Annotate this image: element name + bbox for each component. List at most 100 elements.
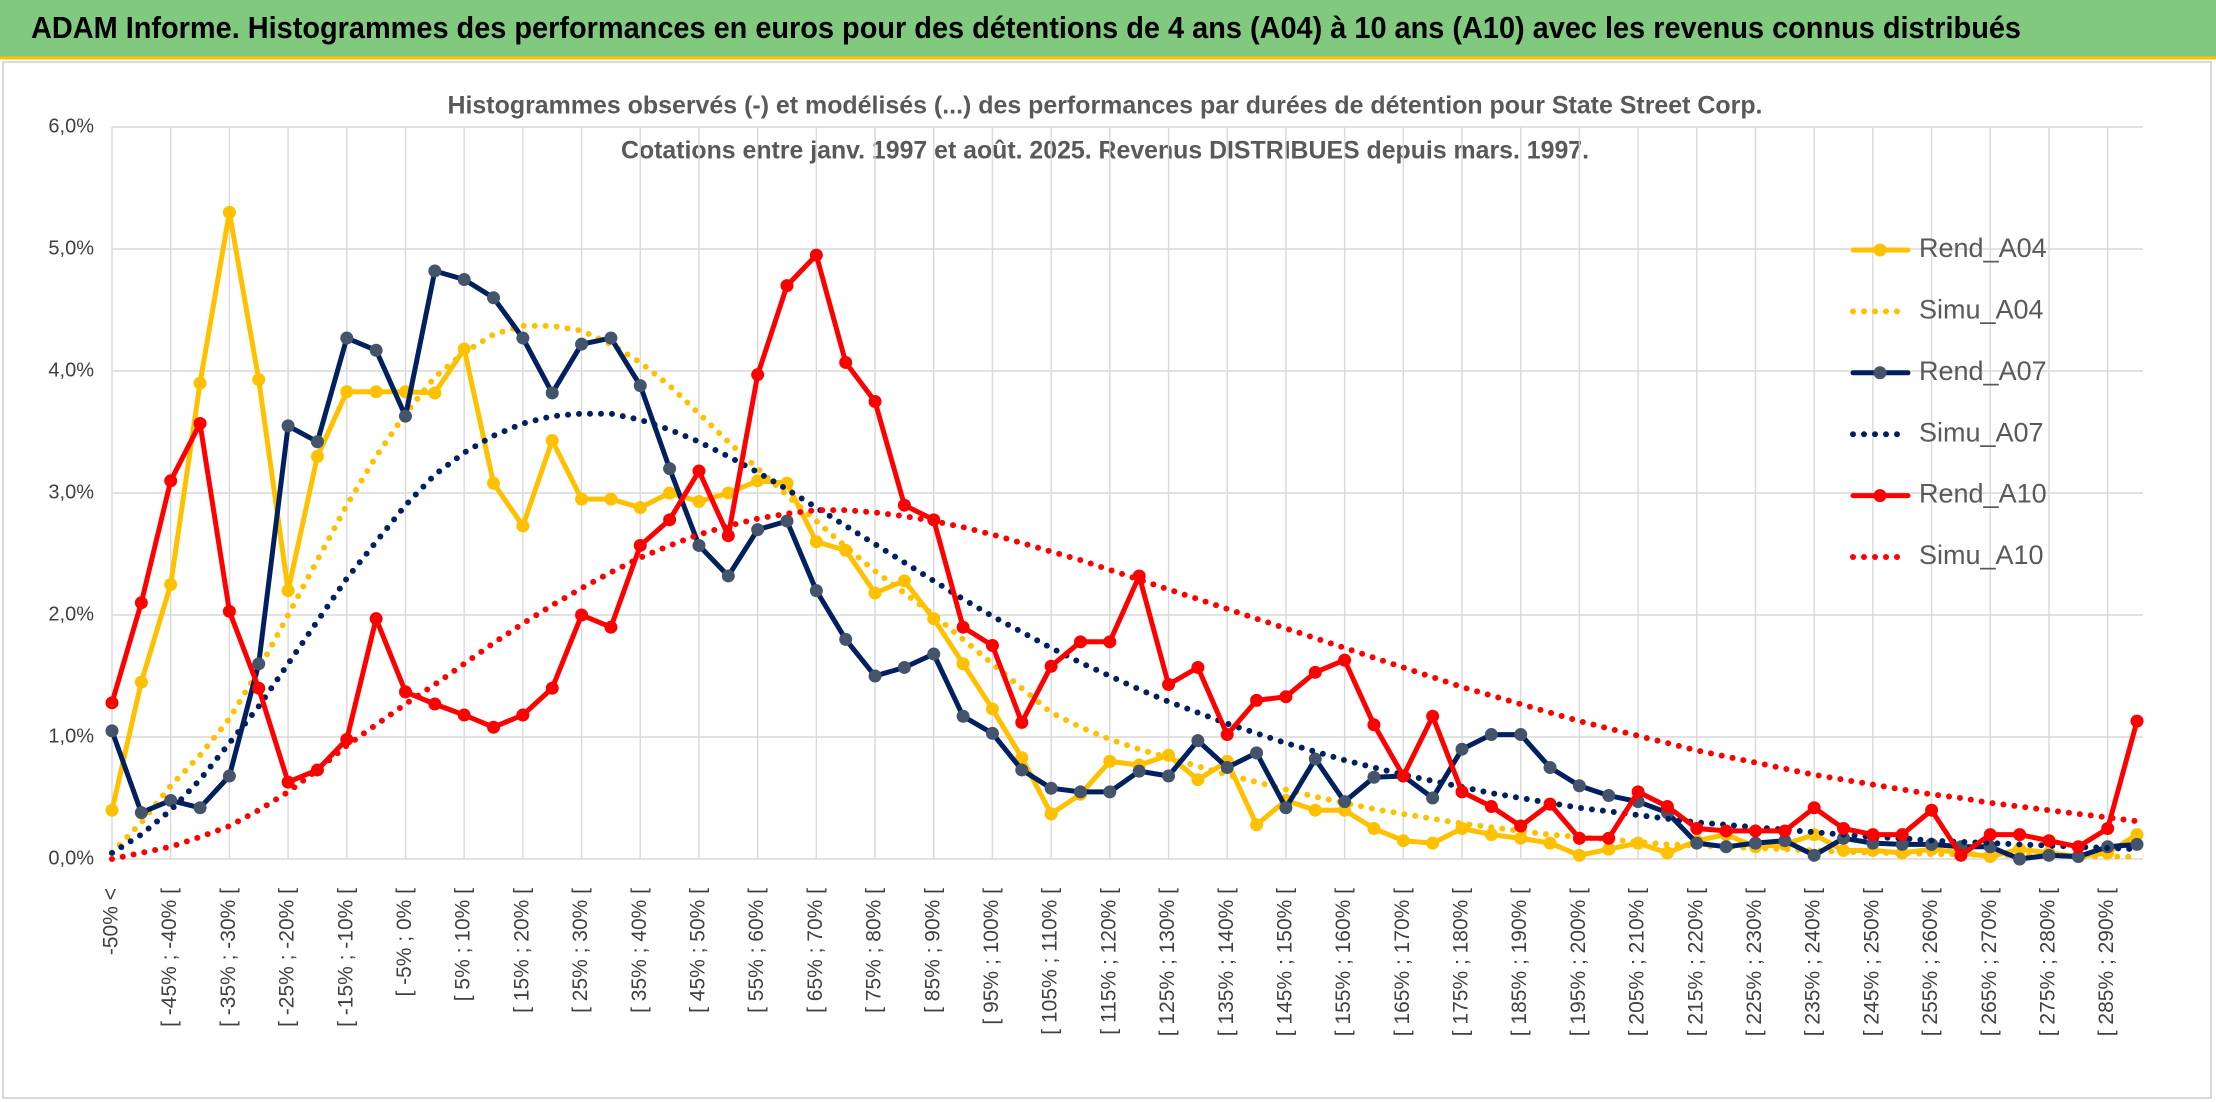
x-tick-label: [ 115% ; 120% [ [1097,888,1120,1035]
point [222,604,236,618]
x-tick-label: [ 25% ; 30% [ [569,888,592,1013]
point [663,486,677,500]
point [663,513,677,527]
point [2130,837,2144,851]
x-tick-label: [ 135% ; 140% [ [1215,888,1238,1036]
point [575,337,589,351]
point [428,697,442,711]
legend-label: Simu_A07 [1919,417,2044,447]
point [1572,779,1586,793]
point [105,724,119,738]
point [633,379,647,393]
point [839,355,853,369]
x-tick-label: [ -45% ; -40% [ [158,888,181,1027]
point [692,538,706,552]
point [340,385,354,399]
point [633,501,647,515]
point [1279,690,1293,704]
point [164,793,178,807]
point [1484,800,1498,814]
y-tick-label: 1,0% [48,725,94,747]
x-tick-label: [ 225% ; 230% [ [1743,888,1766,1036]
point [487,476,501,490]
point [1895,828,1909,842]
point [1191,734,1205,748]
point [1660,846,1674,860]
x-tick-label: [ 275% ; 280% [ [2037,888,2060,1036]
point [1602,789,1616,803]
y-tick-label: 0,0% [48,847,94,869]
point [310,449,324,463]
x-tick-label: [ 245% ; 250% [ [1860,888,1883,1036]
point [604,331,618,345]
point [1631,785,1645,799]
point [1132,764,1146,778]
point [1308,803,1322,817]
point [1543,797,1557,811]
point [1367,770,1381,784]
point [516,708,530,722]
point [1748,824,1762,838]
point [751,368,765,382]
x-tick-label: [ -15% ; -10% [ [334,888,357,1027]
point [281,419,295,433]
point [193,416,207,430]
point [1367,718,1381,732]
point [105,696,119,710]
point [1748,836,1762,850]
x-tick-label: [ 215% ; 220% [ [1684,888,1707,1036]
header-title: ADAM Informe. Histogrammes des performan… [31,10,2021,45]
x-tick-label: [ 75% ; 80% [ [863,888,886,1013]
point [164,474,178,488]
point [839,543,853,557]
point [1572,848,1586,862]
point [1308,665,1322,679]
x-tick-label: [ -35% ; -30% [ [217,888,240,1027]
point [1719,840,1733,854]
point [1220,761,1234,774]
x-tick-label: [ 65% ; 70% [ [804,888,827,1013]
point [134,806,148,820]
point [1103,754,1117,768]
x-tick-label: [ 175% ; 180% [ [1450,888,1473,1036]
point [985,726,999,740]
x-tick-label: [ 85% ; 90% [ [921,888,944,1013]
point [1484,828,1498,842]
point [809,248,823,262]
x-tick-label: [ 5% ; 10% [ [452,888,475,1001]
point [545,386,559,400]
point [985,639,999,652]
point [1015,751,1029,765]
point [193,801,207,815]
point [1279,801,1293,815]
point [897,574,911,588]
point [1338,795,1352,809]
point [927,647,941,661]
point [956,657,970,671]
point [1455,785,1469,799]
x-tick-label: [ 285% ; 290% [ [2095,888,2118,1036]
x-tick-label: [ 105% ; 110% [ [1039,888,1062,1035]
point [2130,714,2144,728]
point [721,529,735,543]
y-tick-label: 4,0% [48,359,94,381]
point [1719,824,1733,838]
point [1778,834,1792,848]
point [369,343,383,357]
point [956,620,970,634]
point [1455,742,1469,756]
point [1895,837,1909,851]
point [751,523,765,537]
point [1220,728,1234,742]
point [721,486,735,500]
point [516,519,530,533]
point [545,434,559,448]
x-tick-label: [ 145% ; 150% [ [1273,888,1296,1036]
x-tick-label: [ 35% ; 40% [ [628,888,651,1013]
point [1925,803,1939,817]
x-tick-label: [ 205% ; 210% [ [1626,888,1649,1036]
point [428,264,442,278]
point [1191,773,1205,787]
point [1807,801,1821,815]
point [134,675,148,689]
